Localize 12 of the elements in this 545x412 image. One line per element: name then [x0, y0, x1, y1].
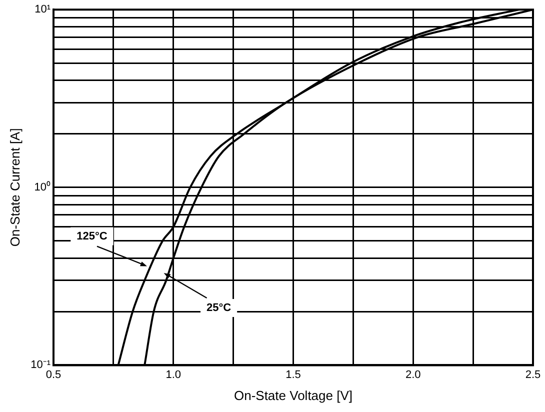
x-tick-label: 1.0 — [166, 368, 182, 381]
y-tick-label: 10¹ — [34, 4, 51, 16]
y-tick-label: 10⁰ — [34, 180, 50, 194]
y-tick-label: 10⁻¹ — [30, 359, 51, 372]
x-tick-label: 0.5 — [46, 368, 62, 381]
y-axis-title: On-State Current [A] — [7, 128, 22, 247]
x-tick-label: 1.5 — [286, 368, 301, 381]
x-tick-label: 2.0 — [405, 368, 421, 381]
x-axis-title: On-State Voltage [V] — [234, 388, 353, 403]
annotation: 125°C — [76, 230, 108, 242]
annotation: 25°C — [206, 302, 232, 314]
x-tick-label: 2.5 — [525, 368, 541, 381]
